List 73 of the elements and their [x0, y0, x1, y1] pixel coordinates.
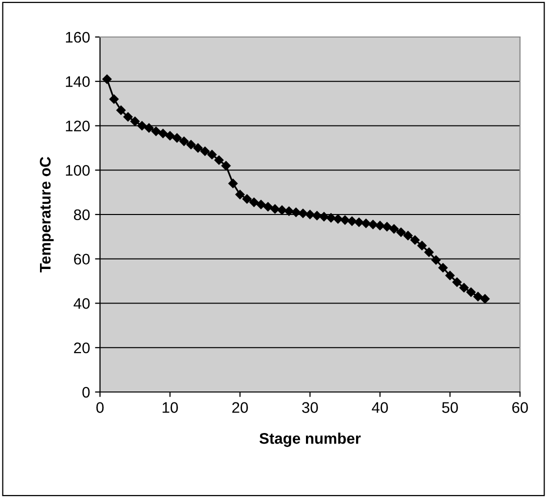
point	[214, 156, 224, 165]
point	[256, 200, 266, 210]
point	[389, 224, 399, 234]
point	[235, 190, 245, 200]
point	[361, 218, 371, 228]
point	[102, 74, 112, 84]
point	[123, 112, 133, 122]
point	[368, 220, 378, 230]
point	[319, 212, 329, 222]
point	[172, 133, 182, 143]
point	[431, 255, 441, 265]
point	[445, 270, 455, 280]
point	[158, 128, 168, 138]
point	[403, 230, 413, 240]
point	[186, 140, 196, 150]
point	[165, 131, 175, 140]
point	[151, 126, 161, 136]
point	[452, 278, 462, 287]
point	[480, 294, 490, 304]
point	[417, 240, 427, 250]
x-tick-label: 40	[372, 402, 388, 413]
x-axis-title: Stage number	[260, 432, 361, 447]
y-tick-label: 160	[66, 32, 90, 43]
y-tick-label: 20	[74, 342, 90, 354]
x-tick-label: 0	[96, 402, 104, 413]
y-tick-label: 140	[66, 76, 90, 88]
point	[326, 213, 336, 222]
point	[354, 218, 364, 227]
point	[242, 194, 252, 204]
y-tick-label: 80	[74, 209, 90, 220]
y-axis-title: Temperature oC	[40, 156, 54, 272]
y-tick-label: 100	[66, 164, 90, 176]
y-tick-label: 60	[74, 254, 90, 265]
point	[438, 263, 448, 272]
point	[312, 210, 322, 220]
point	[270, 204, 280, 214]
point	[347, 216, 357, 226]
point	[291, 208, 301, 217]
point	[144, 123, 154, 133]
point	[116, 106, 126, 115]
point	[382, 222, 392, 232]
point	[298, 208, 308, 218]
point	[410, 235, 420, 245]
point	[466, 288, 476, 297]
x-tick-label: 50	[442, 402, 458, 413]
point	[200, 146, 210, 156]
point	[473, 292, 483, 302]
point	[396, 228, 406, 237]
point	[284, 206, 294, 216]
point	[193, 143, 203, 153]
point	[179, 136, 189, 146]
y-tick-label: 40	[74, 298, 90, 309]
point	[130, 116, 140, 126]
point	[424, 248, 434, 257]
x-tick-label: 60	[512, 402, 528, 413]
y-tick-label: 120	[66, 120, 90, 132]
point	[207, 150, 217, 160]
x-tick-label: 10	[162, 402, 178, 413]
x-tick-label: 30	[302, 402, 318, 413]
point	[249, 198, 259, 207]
point	[333, 214, 343, 224]
point	[459, 283, 469, 292]
point	[305, 210, 315, 220]
point	[375, 220, 385, 230]
point	[109, 94, 119, 104]
point	[340, 215, 350, 225]
y-tick-label: 0	[82, 386, 90, 398]
point	[277, 205, 287, 215]
point	[263, 202, 273, 212]
point	[221, 161, 231, 170]
point	[137, 121, 147, 130]
point	[228, 178, 238, 188]
x-tick-label: 20	[232, 402, 248, 413]
